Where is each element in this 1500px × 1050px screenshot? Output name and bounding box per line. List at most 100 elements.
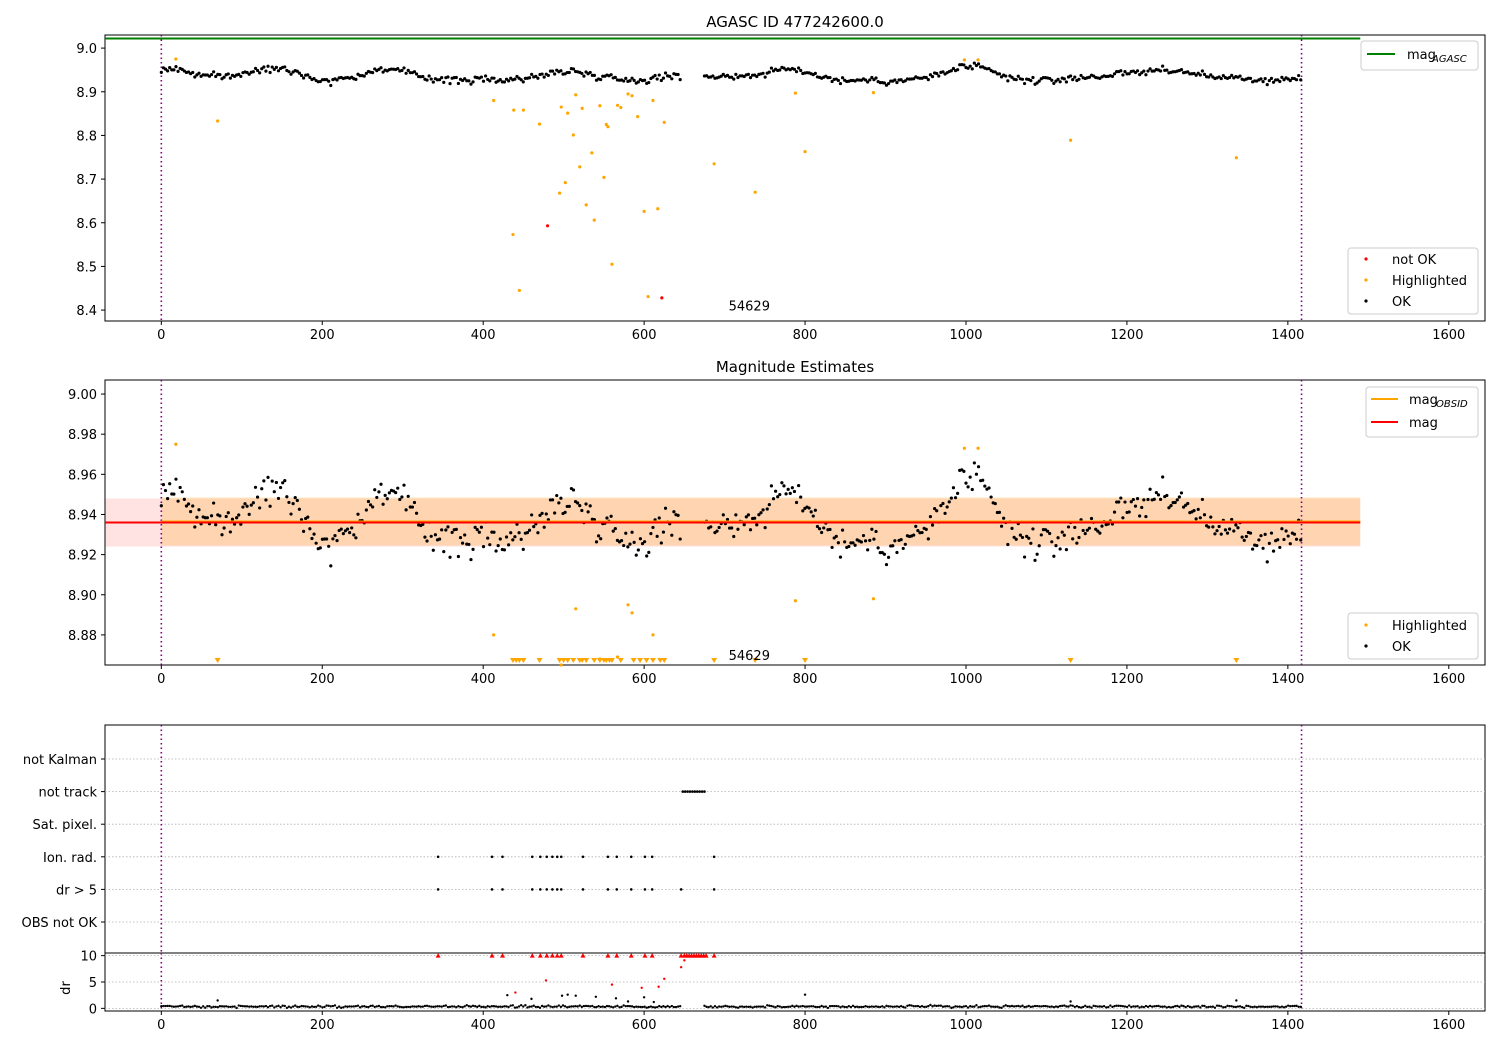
dr-point bbox=[1184, 1005, 1187, 1009]
dr-point bbox=[812, 1005, 815, 1008]
dr-point bbox=[506, 993, 509, 997]
ok-point bbox=[488, 79, 492, 83]
dr-point bbox=[839, 1006, 842, 1009]
dr-point bbox=[1270, 1005, 1273, 1008]
ok-point bbox=[412, 70, 417, 74]
highlighted-point bbox=[571, 133, 575, 137]
ok-point bbox=[634, 553, 638, 557]
ok-point bbox=[567, 70, 571, 75]
ok-point bbox=[676, 72, 680, 77]
highlighted-point bbox=[651, 98, 655, 103]
x-tick-label: 600 bbox=[632, 328, 657, 343]
ok-point bbox=[440, 76, 444, 80]
dr-point bbox=[321, 1006, 324, 1009]
dr-point bbox=[444, 1004, 448, 1007]
ok-point bbox=[471, 547, 475, 551]
ok-point bbox=[473, 525, 477, 529]
dr-point bbox=[216, 999, 219, 1002]
dr-point bbox=[816, 1005, 819, 1009]
dr-point bbox=[643, 1005, 646, 1008]
dr-point bbox=[555, 1005, 558, 1008]
dr-point bbox=[379, 1005, 383, 1009]
ok-point bbox=[226, 72, 230, 76]
dr-point bbox=[421, 1005, 425, 1008]
ok-point bbox=[1251, 547, 1255, 551]
ok-point bbox=[765, 507, 769, 511]
dr-point bbox=[726, 1005, 729, 1008]
dr-point bbox=[1268, 1005, 1271, 1009]
highlighted-point bbox=[976, 446, 980, 450]
ok-point bbox=[555, 493, 559, 498]
ok-point bbox=[1276, 538, 1280, 542]
ok-point bbox=[1123, 500, 1127, 504]
ok-point bbox=[661, 530, 666, 534]
ok-point bbox=[404, 508, 408, 512]
dr-point bbox=[1033, 1004, 1037, 1008]
ok-point bbox=[1148, 487, 1152, 491]
dr-point bbox=[515, 1006, 519, 1009]
dr-point bbox=[208, 1005, 211, 1008]
ok-point bbox=[184, 504, 189, 508]
dr-point bbox=[300, 1004, 303, 1008]
off-scale-marker bbox=[560, 658, 567, 663]
ok-point bbox=[251, 501, 255, 505]
dr-point bbox=[1035, 1004, 1039, 1008]
dr-point bbox=[1266, 1005, 1269, 1008]
dr-point bbox=[1157, 1004, 1160, 1008]
dr-point bbox=[845, 1006, 848, 1009]
dr-capped-marker bbox=[703, 953, 709, 958]
ok-point bbox=[460, 78, 465, 83]
dr-point bbox=[233, 1005, 236, 1008]
ok-point bbox=[945, 505, 949, 509]
dr-point bbox=[1073, 1005, 1076, 1009]
dr-point bbox=[1190, 1006, 1194, 1009]
ok-point bbox=[412, 500, 417, 505]
ok-point bbox=[1211, 525, 1215, 529]
ok-point bbox=[632, 78, 636, 82]
ok-point bbox=[951, 486, 956, 490]
dr-point bbox=[847, 1005, 851, 1008]
ok-point bbox=[442, 80, 446, 84]
dr-point bbox=[1040, 1005, 1043, 1008]
ok-point bbox=[993, 501, 997, 506]
dr-point bbox=[1247, 1004, 1250, 1008]
dr-point bbox=[1109, 1004, 1112, 1007]
ok-point bbox=[421, 522, 425, 526]
y-tick-label: 8.94 bbox=[68, 508, 97, 523]
ok-point bbox=[761, 508, 765, 512]
off-scale-marker bbox=[520, 658, 527, 663]
dr-point bbox=[985, 1004, 989, 1008]
ok-point bbox=[609, 73, 613, 77]
ok-point bbox=[287, 500, 291, 505]
dr-point bbox=[803, 1005, 807, 1008]
dr-point bbox=[707, 1005, 710, 1009]
ok-point bbox=[335, 78, 339, 82]
ok-point bbox=[1077, 535, 1081, 540]
ok-point bbox=[161, 483, 166, 487]
dr-point bbox=[626, 1004, 630, 1008]
ok-point bbox=[711, 74, 715, 78]
dr-point bbox=[383, 1006, 387, 1009]
highlighted-point bbox=[563, 180, 567, 185]
dr-point bbox=[206, 1005, 209, 1008]
ok-point bbox=[663, 71, 668, 75]
ok-point bbox=[901, 546, 905, 551]
ok-point bbox=[1255, 543, 1259, 548]
dr-point bbox=[914, 1004, 917, 1008]
dr-point bbox=[1293, 1004, 1296, 1008]
ok-point bbox=[1269, 76, 1274, 80]
ok-point bbox=[297, 71, 302, 75]
dr-point bbox=[906, 1004, 909, 1008]
dr-point bbox=[503, 1005, 506, 1008]
ok-point bbox=[941, 70, 945, 74]
highlighted-point bbox=[492, 98, 496, 103]
ok-point bbox=[1207, 525, 1211, 529]
ok-point bbox=[278, 485, 283, 490]
ok-point bbox=[1161, 64, 1165, 68]
dr-point bbox=[409, 1005, 412, 1009]
ok-point bbox=[1225, 531, 1230, 535]
dr-point bbox=[442, 1004, 445, 1008]
ok-point bbox=[446, 75, 450, 79]
ok-point bbox=[836, 78, 840, 83]
ok-point bbox=[657, 73, 661, 77]
